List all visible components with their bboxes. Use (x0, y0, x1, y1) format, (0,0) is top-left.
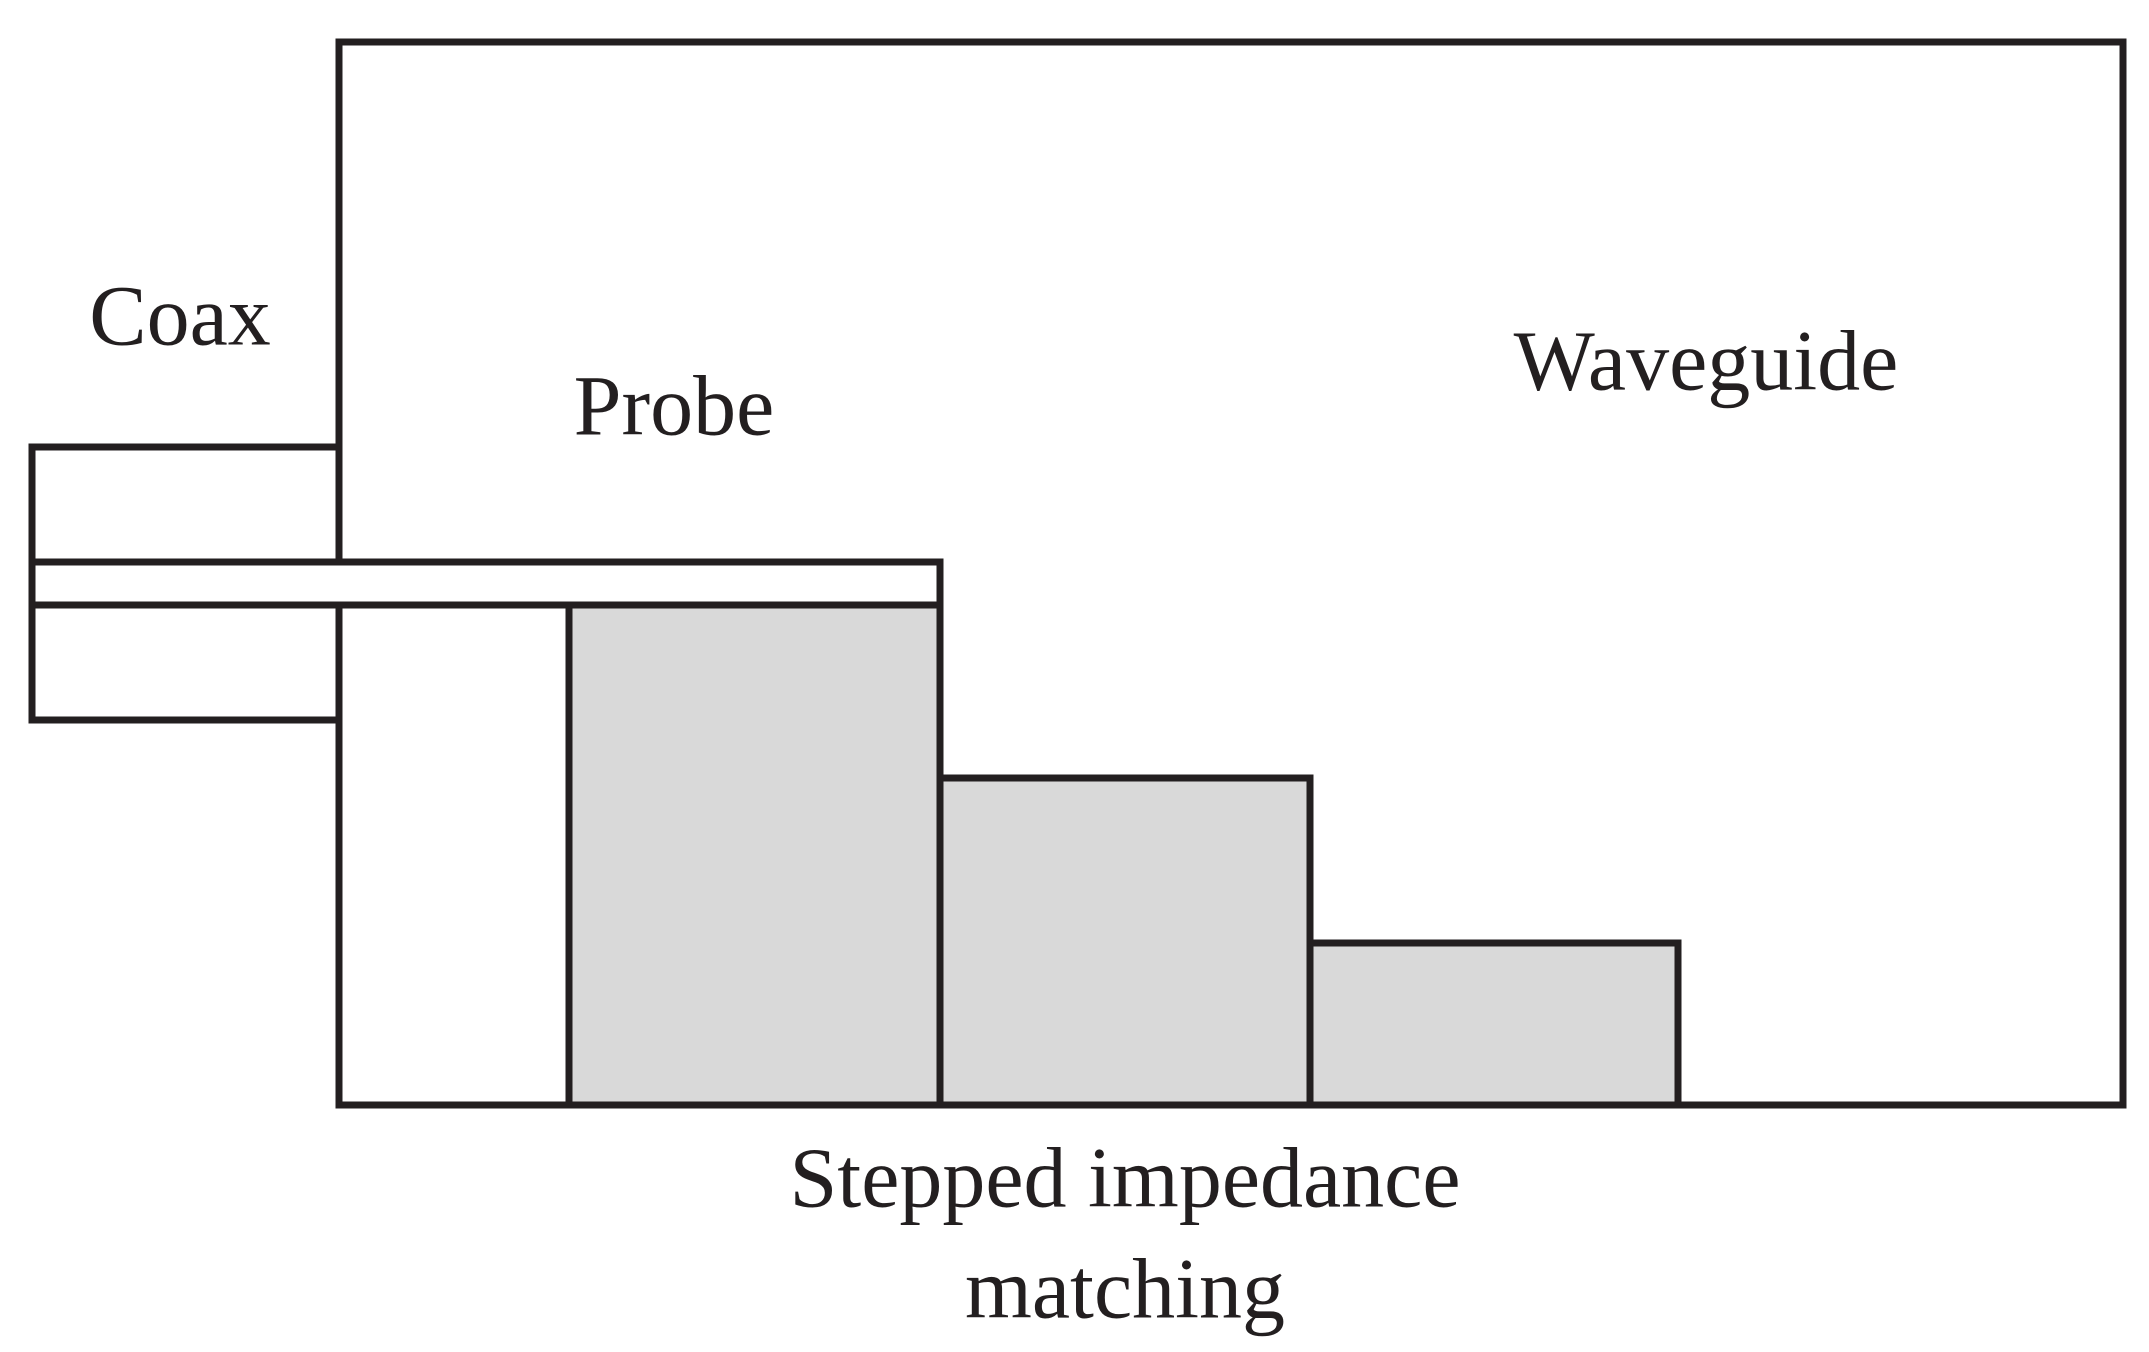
probe-label: Probe (574, 358, 775, 454)
step-1 (565, 601, 944, 1109)
coax-label: Coax (89, 268, 271, 364)
matching-label-line: Stepped impedance (789, 1130, 1460, 1226)
step-2 (936, 774, 1314, 1109)
waveguide-label: Waveguide (1514, 313, 1899, 409)
matching-label-line: matching (965, 1241, 1285, 1337)
step-3 (1306, 939, 1682, 1109)
probe-pin (28, 558, 944, 609)
